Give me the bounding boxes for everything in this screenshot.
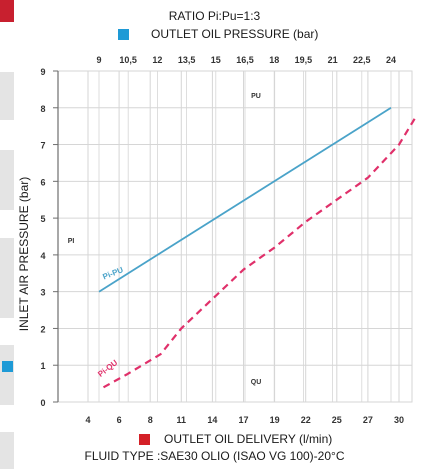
y-tick-label: 8 bbox=[40, 104, 45, 114]
bottom-x-tick-label: 6 bbox=[117, 415, 122, 425]
plot-area-frame bbox=[57, 70, 413, 403]
inlet-pressure-marker bbox=[2, 361, 13, 372]
y-tick-label: 7 bbox=[40, 141, 45, 151]
ratio-label: RATIO Pi:Pu=1:3 bbox=[168, 9, 261, 23]
y-tick-label: 0 bbox=[40, 398, 45, 408]
pressure-legend-marker bbox=[118, 29, 129, 40]
pi-pu-series-label: Pi-PU bbox=[101, 265, 124, 281]
left-edge-gray-tab bbox=[0, 150, 14, 210]
pi-inner-label: PI bbox=[68, 238, 75, 245]
bottom-x-tick-label: 4 bbox=[85, 415, 90, 425]
bottom-x-tick-label: 22 bbox=[301, 415, 311, 425]
top-x-tick-label: 18 bbox=[269, 55, 279, 65]
delivery-legend-marker bbox=[139, 434, 150, 445]
y-tick-label: 2 bbox=[40, 324, 45, 334]
top-x-tick-label: 24 bbox=[386, 55, 396, 65]
y-tick-label: 5 bbox=[40, 214, 45, 224]
bottom-x-tick-label: 14 bbox=[207, 415, 217, 425]
top-x-tick-label: 22,5 bbox=[353, 55, 371, 65]
pi-qu-series-label: Pi-QU bbox=[96, 358, 119, 379]
pu-inner-label: PU bbox=[251, 93, 261, 100]
bottom-x-tick-label: 8 bbox=[148, 415, 153, 425]
y-tick-label: 1 bbox=[40, 361, 45, 371]
left-edge-gray-tab bbox=[0, 238, 14, 318]
bottom-x-tick-label: 27 bbox=[363, 415, 373, 425]
qu-inner-label: QU bbox=[251, 379, 262, 386]
y-tick-label: 3 bbox=[40, 288, 45, 298]
pi-pu-line bbox=[98, 107, 392, 293]
top-x-tick-label: 15 bbox=[211, 55, 221, 65]
top-x-tick-label: 12 bbox=[152, 55, 162, 65]
y-tick-label: 9 bbox=[40, 67, 45, 77]
top-x-tick-label: 16,5 bbox=[236, 55, 254, 65]
top-axis-title: OUTLET OIL PRESSURE (bar) bbox=[151, 27, 319, 41]
bottom-x-tick-label: 19 bbox=[270, 415, 280, 425]
y-tick-label: 4 bbox=[40, 251, 45, 261]
top-x-tick-label: 21 bbox=[328, 55, 338, 65]
bottom-x-tick-label: 11 bbox=[177, 415, 187, 425]
top-x-tick-label: 10,5 bbox=[119, 55, 137, 65]
fluid-type-label: FLUID TYPE :SAE30 OLIO (ISAO VG 100)-20°… bbox=[84, 449, 345, 463]
bottom-axis-title: OUTLET OIL DELIVERY (l/min) bbox=[164, 432, 333, 446]
left-edge-gray-tab bbox=[0, 432, 14, 469]
top-x-tick-label: 13,5 bbox=[178, 55, 196, 65]
left-edge-gray-tab bbox=[0, 72, 14, 120]
bottom-x-tick-label: 25 bbox=[332, 415, 342, 425]
bottom-x-tick-label: 30 bbox=[394, 415, 404, 425]
left-edge-red-tab bbox=[0, 0, 14, 22]
left-edge-gray-tab bbox=[0, 345, 14, 405]
top-x-tick-label: 9 bbox=[96, 55, 101, 65]
bottom-x-tick-label: 17 bbox=[238, 415, 248, 425]
y-tick-label: 6 bbox=[40, 177, 45, 187]
top-x-tick-label: 19,5 bbox=[295, 55, 313, 65]
